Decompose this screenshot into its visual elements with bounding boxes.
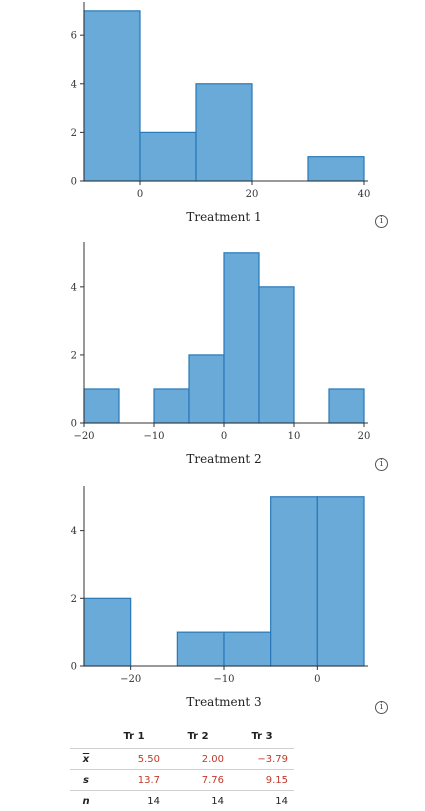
sd-tr3: 9.15 [230,770,294,791]
x-tick-label: −10 [143,431,164,442]
mean-tr3: −3.79 [230,749,294,770]
mean-label: x [70,749,102,770]
y-tick-label: 4 [71,282,77,293]
y-tick-label: 0 [71,419,77,430]
histogram-svg-2: 0 2 4 −20 −10 0 10 20 Treatment 2 [0,240,425,472]
histogram-bar [224,253,259,423]
y-tick-label: 2 [71,128,77,139]
x-axis-label: Treatment 1 [186,210,261,224]
sd-tr2: 7.76 [166,770,230,791]
stats-corner [70,728,102,749]
y-tick-label: 2 [71,350,77,361]
x-tick-label: 20 [358,431,371,442]
x-tick-label: −10 [213,674,234,685]
y-tick-label: 6 [71,31,77,42]
histogram-bar [259,287,294,423]
x-tick-label: 20 [246,189,259,200]
x-tick-label: 0 [221,431,227,442]
stats-header-tr1: Tr 1 [102,728,166,749]
histogram-bar [84,389,119,423]
x-axis-label: Treatment 3 [186,695,261,709]
x-tick-label: 40 [358,189,371,200]
histogram-bar [224,632,271,666]
histogram-bar [189,355,224,423]
histogram-svg-3: 0 2 4 −20 −10 0 Treatment 3 [0,484,425,716]
y-tick-label: 4 [71,526,77,537]
histogram-bar [271,497,318,666]
summary-stats-table: Tr 1 Tr 2 Tr 3 x 5.50 2.00 −3.79 s 13.7 … [70,728,294,811]
stats-row-sd: s 13.7 7.76 9.15 [70,770,294,791]
x-tick-label: −20 [73,431,94,442]
sd-label: s [70,770,102,791]
info-icon[interactable]: i [375,215,388,228]
histogram-bar [84,11,140,181]
mean-tr1: 5.50 [102,749,166,770]
sd-tr1: 13.7 [102,770,166,791]
x-tick-label: 0 [314,674,320,685]
stats-header-tr2: Tr 2 [166,728,230,749]
info-icon[interactable]: i [375,458,388,471]
stats-header-tr3: Tr 3 [230,728,294,749]
histogram-bar [140,132,196,181]
histogram-treatment-1: 0 2 4 6 0 20 40 Treatment 1 [0,0,425,232]
histogram-treatment-3: 0 2 4 −20 −10 0 Treatment 3 [0,484,425,716]
y-tick-label: 0 [71,662,77,673]
y-tick-label: 2 [71,594,77,605]
histogram-svg-1: 0 2 4 6 0 20 40 Treatment 1 [0,0,425,232]
histogram-bar [84,598,131,666]
stats-row-mean: x 5.50 2.00 −3.79 [70,749,294,770]
histogram-bar [308,157,364,181]
histogram-treatment-2: 0 2 4 −20 −10 0 10 20 Treatment 2 [0,240,425,472]
x-tick-label: 10 [288,431,301,442]
histogram-bar [196,84,252,181]
histogram-bar [317,497,364,666]
x-axis-label: Treatment 2 [186,452,261,466]
mean-tr2: 2.00 [166,749,230,770]
y-tick-label: 0 [71,177,77,188]
histogram-bar [154,389,189,423]
histogram-bar [177,632,224,666]
x-tick-label: 0 [137,189,143,200]
info-icon[interactable]: i [375,701,388,714]
histogram-bar [329,389,364,423]
x-tick-label: −20 [120,674,141,685]
y-tick-label: 4 [71,79,77,90]
